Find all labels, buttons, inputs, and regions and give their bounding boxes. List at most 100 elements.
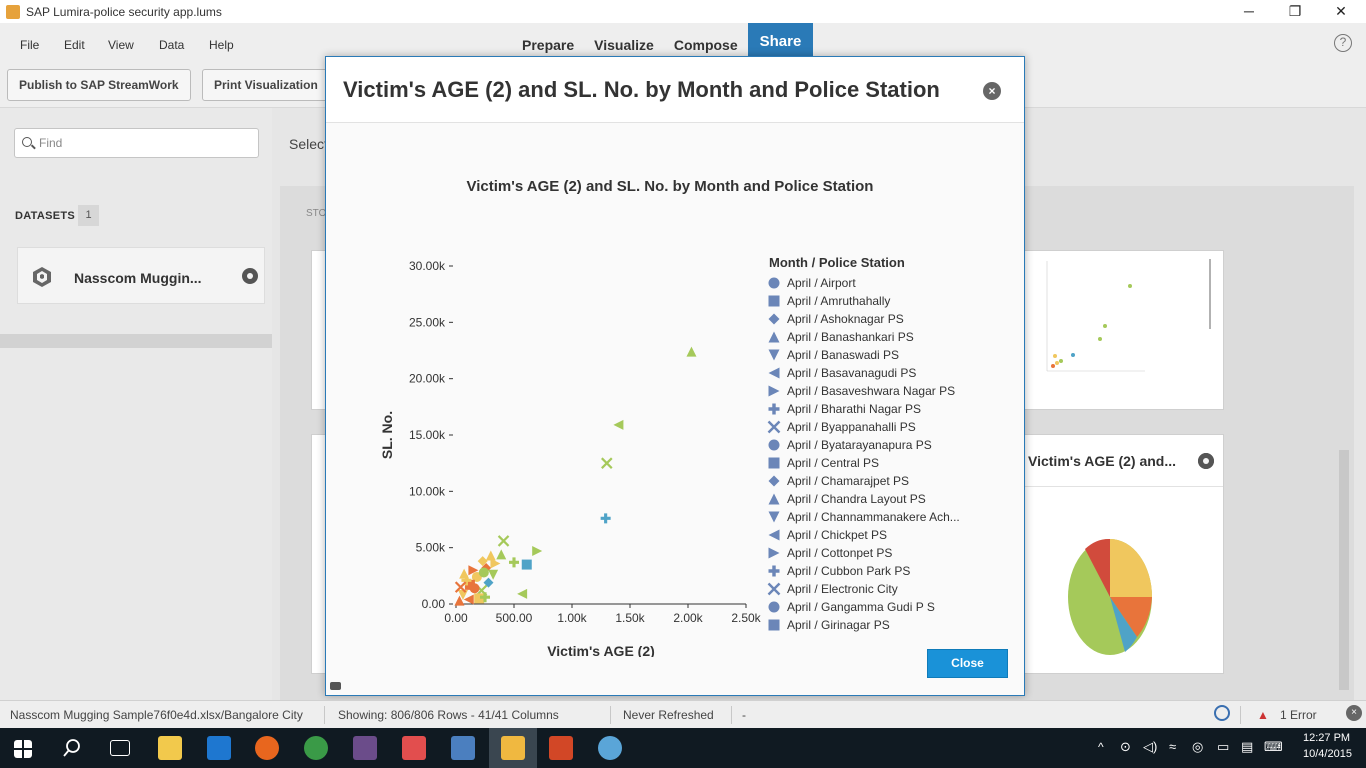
legend-marker bbox=[768, 565, 780, 577]
y-tick-label: 30.00k bbox=[409, 259, 446, 273]
tray-network-icon[interactable]: ⊙ bbox=[1120, 739, 1131, 754]
print-visualization-button[interactable]: Print Visualization bbox=[202, 69, 330, 101]
legend-item: April / Chandra Layout PS bbox=[787, 492, 926, 506]
x-tick-label: 1.50k bbox=[615, 611, 645, 625]
dialog-close-icon[interactable]: × bbox=[983, 82, 1001, 100]
legend-marker bbox=[768, 367, 780, 379]
background-card-gear-icon[interactable] bbox=[1198, 453, 1214, 469]
menu-data[interactable]: Data bbox=[159, 38, 185, 52]
x-tick-label: 0.00 bbox=[444, 611, 468, 625]
data-point bbox=[464, 579, 475, 590]
status-rows: Showing: 806/806 Rows - 41/41 Columns bbox=[338, 708, 559, 722]
legend-marker bbox=[768, 511, 780, 523]
close-window-button[interactable]: ✕ bbox=[1335, 3, 1347, 19]
data-point bbox=[496, 549, 507, 560]
datasets-count: 1 bbox=[78, 205, 99, 226]
legend-item: April / Cottonpet PS bbox=[787, 546, 892, 560]
left-panel-scrollbar[interactable] bbox=[0, 334, 272, 348]
windows-start-icon[interactable] bbox=[14, 740, 32, 758]
menu-help[interactable]: Help bbox=[209, 38, 234, 52]
legend-item: April / Banaswadi PS bbox=[787, 348, 899, 362]
apps-grid-icon[interactable] bbox=[402, 736, 426, 760]
legend-item: April / Byappanahalli PS bbox=[787, 420, 916, 434]
legend-marker bbox=[768, 331, 780, 343]
comment-icon[interactable] bbox=[330, 682, 341, 690]
legend-marker bbox=[768, 601, 780, 613]
tray-chevron-icon[interactable]: ^ bbox=[1098, 740, 1104, 754]
clock-date[interactable]: 10/4/2015 bbox=[1303, 748, 1352, 760]
app-icon bbox=[6, 4, 20, 19]
legend-marker bbox=[768, 385, 780, 397]
x-tick-label: 1.00k bbox=[557, 611, 587, 625]
menu-file[interactable]: File bbox=[20, 38, 40, 52]
help-icon[interactable]: ? bbox=[1334, 34, 1352, 52]
status-close-icon[interactable]: × bbox=[1346, 705, 1362, 721]
legend-item: April / Ashoknagar PS bbox=[787, 312, 904, 326]
legend-item: April / Chamarajpet PS bbox=[787, 474, 909, 488]
dialog-header: Victim's AGE (2) and SL. No. by Month an… bbox=[326, 57, 1024, 123]
dataset-gear-icon[interactable] bbox=[242, 268, 258, 284]
legend-marker bbox=[768, 475, 780, 487]
legend-marker bbox=[768, 439, 780, 451]
legend-marker bbox=[767, 420, 781, 434]
y-tick-label: 20.00k bbox=[409, 372, 446, 386]
powerpoint-icon[interactable] bbox=[549, 736, 573, 760]
file-explorer-icon[interactable] bbox=[158, 736, 182, 760]
status-bar: Nasscom Mugging Sample76f0e4d.xlsx/Banga… bbox=[0, 700, 1366, 728]
story-card-thumb-scatter[interactable] bbox=[1024, 250, 1224, 410]
lumira-taskbar-active[interactable] bbox=[489, 728, 537, 768]
legend-item: April / Electronic City bbox=[787, 582, 898, 596]
publish-streamwork-button[interactable]: Publish to SAP StreamWork bbox=[7, 69, 191, 101]
game-app-icon[interactable] bbox=[353, 736, 377, 760]
chrome-icon[interactable] bbox=[304, 736, 328, 760]
legend-item: April / Basavanagudi PS bbox=[787, 366, 916, 380]
legend-item: April / Basaveshwara Nagar PS bbox=[787, 384, 955, 398]
legend-item: April / Byatarayanapura PS bbox=[787, 438, 932, 452]
lumira-icon bbox=[501, 736, 525, 760]
tray-volume-icon[interactable]: ◁) bbox=[1143, 739, 1158, 754]
story-card-pie[interactable] bbox=[1024, 434, 1224, 674]
paint-icon[interactable] bbox=[598, 736, 622, 760]
python-icon[interactable] bbox=[451, 736, 475, 760]
tray-keyboard-icon[interactable]: ⌨ bbox=[1264, 739, 1283, 754]
tray-action-center-icon[interactable]: ▤ bbox=[1241, 739, 1254, 754]
task-view-icon[interactable] bbox=[110, 740, 130, 756]
search-input[interactable]: Find bbox=[14, 128, 259, 158]
status-errors[interactable]: 1 Error bbox=[1280, 708, 1317, 722]
edge-icon[interactable] bbox=[207, 736, 231, 760]
x-tick-label: 2.50k bbox=[731, 611, 761, 625]
data-point bbox=[454, 595, 465, 606]
dialog-title: Victim's AGE (2) and SL. No. by Month an… bbox=[343, 77, 940, 102]
y-tick-label: 15.00k bbox=[409, 428, 446, 442]
menu-view[interactable]: View bbox=[108, 38, 134, 52]
tab-prepare[interactable]: Prepare bbox=[522, 37, 575, 53]
dataset-name: Nasscom Muggin... bbox=[74, 270, 202, 286]
legend-marker bbox=[768, 457, 780, 469]
scatter-thumbnail bbox=[1046, 259, 1211, 389]
minimize-button[interactable]: ─ bbox=[1244, 3, 1254, 19]
tab-compose[interactable]: Compose bbox=[673, 37, 738, 53]
data-point bbox=[478, 567, 489, 578]
dialog-close-button[interactable]: Close bbox=[927, 649, 1008, 678]
clock-time[interactable]: 12:27 PM bbox=[1303, 732, 1351, 744]
main-scrollbar[interactable] bbox=[1339, 450, 1349, 690]
tray-wifi-icon[interactable]: ≈ bbox=[1169, 739, 1177, 754]
data-point bbox=[469, 583, 480, 594]
maximize-button[interactable]: ❐ bbox=[1288, 3, 1302, 19]
legend-marker bbox=[768, 493, 780, 505]
legend-marker bbox=[767, 582, 781, 596]
tray-app-icon[interactable]: ◎ bbox=[1192, 739, 1204, 754]
legend-marker bbox=[768, 277, 780, 289]
tab-visualize[interactable]: Visualize bbox=[594, 37, 654, 53]
search-taskbar-icon[interactable] bbox=[62, 738, 82, 758]
dataset-card[interactable]: Nasscom Muggin... bbox=[17, 247, 265, 304]
tray-battery-icon[interactable]: ▭ bbox=[1217, 739, 1230, 754]
data-point bbox=[521, 559, 532, 570]
legend-title: Month / Police Station bbox=[769, 255, 905, 270]
data-point bbox=[509, 557, 519, 568]
refresh-error-icon[interactable] bbox=[1214, 705, 1230, 721]
menu-edit[interactable]: Edit bbox=[64, 38, 85, 52]
firefox-icon[interactable] bbox=[255, 736, 279, 760]
data-point bbox=[497, 535, 510, 547]
legend-item: April / Channammanakere Ach... bbox=[787, 510, 960, 524]
